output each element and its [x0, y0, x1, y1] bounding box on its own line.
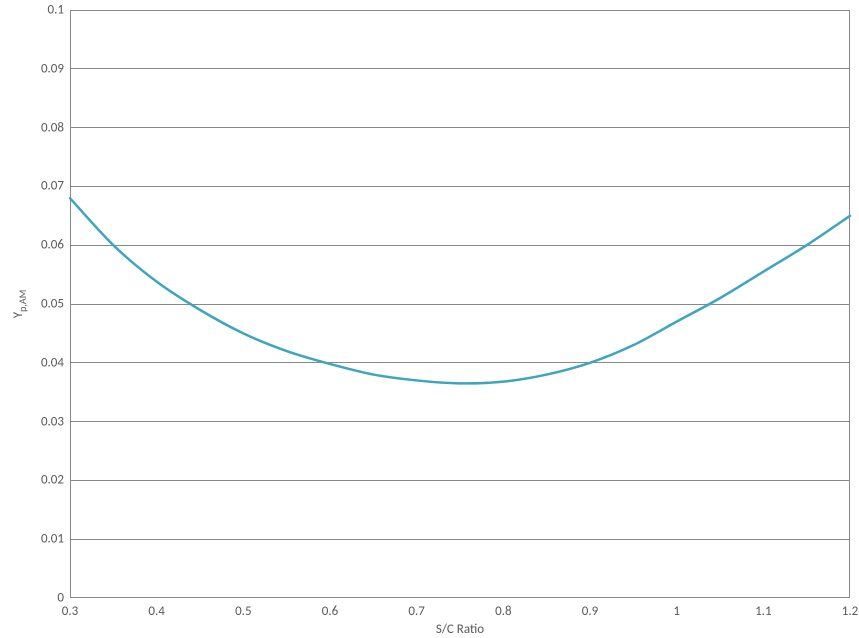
series-line: [70, 198, 850, 383]
chart-container: Yp,AM S/C Ratio 00.010.020.030.040.050.0…: [0, 0, 859, 638]
series-YpAM: [0, 0, 859, 638]
